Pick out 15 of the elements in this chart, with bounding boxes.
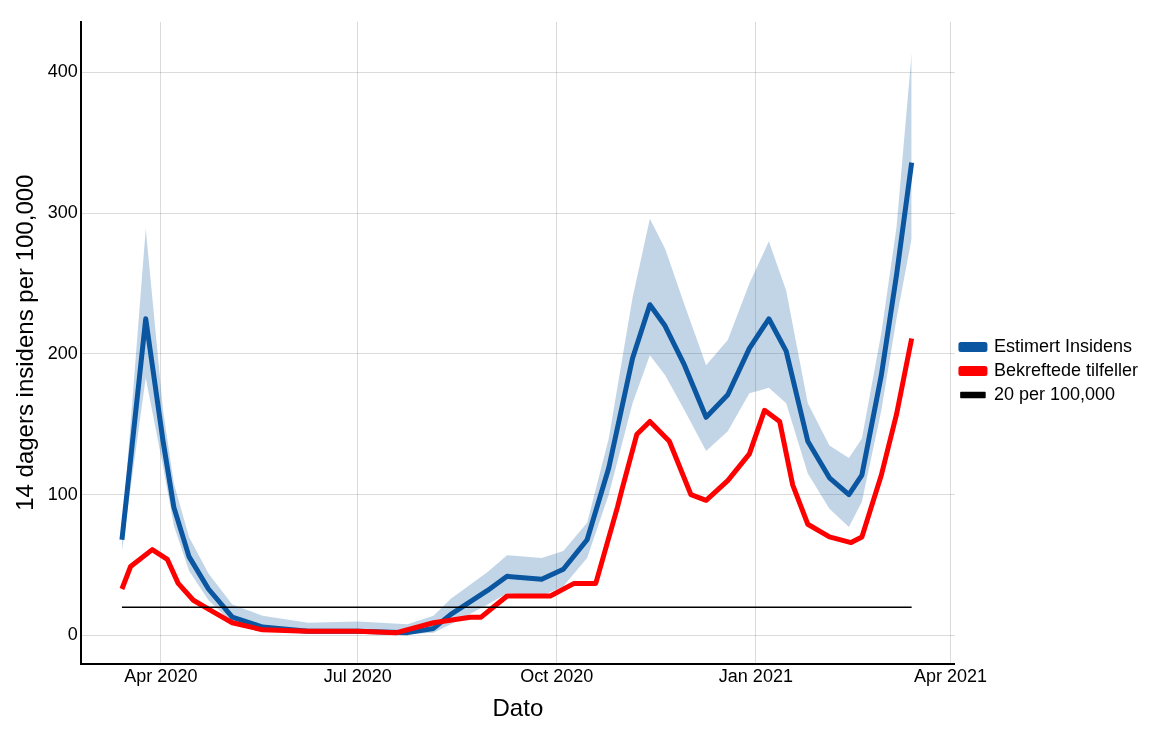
- x-tick-label: Apr 2021: [914, 666, 988, 687]
- x-tick-label: Jan 2021: [718, 666, 793, 687]
- y-tick-label: 0: [67, 624, 78, 645]
- x-tick-label: Apr 2020: [124, 666, 198, 687]
- legend-label: 20 per 100,000: [993, 383, 1116, 404]
- y-tick-label: 300: [47, 202, 78, 223]
- y-tick-label: 200: [47, 342, 78, 363]
- x-tick-label: Jul 2020: [323, 666, 392, 687]
- legend-label: Estimert Insidens: [993, 335, 1132, 356]
- y-tick-label: 400: [47, 61, 78, 82]
- y-axis-title: 14 dagers insidens per 100,000: [11, 174, 39, 511]
- legend-label: Bekreftede tilfeller: [993, 359, 1139, 380]
- x-tick-label: Oct 2020: [520, 666, 594, 687]
- x-axis-title: Dato: [492, 694, 544, 722]
- y-tick-label: 100: [47, 483, 78, 504]
